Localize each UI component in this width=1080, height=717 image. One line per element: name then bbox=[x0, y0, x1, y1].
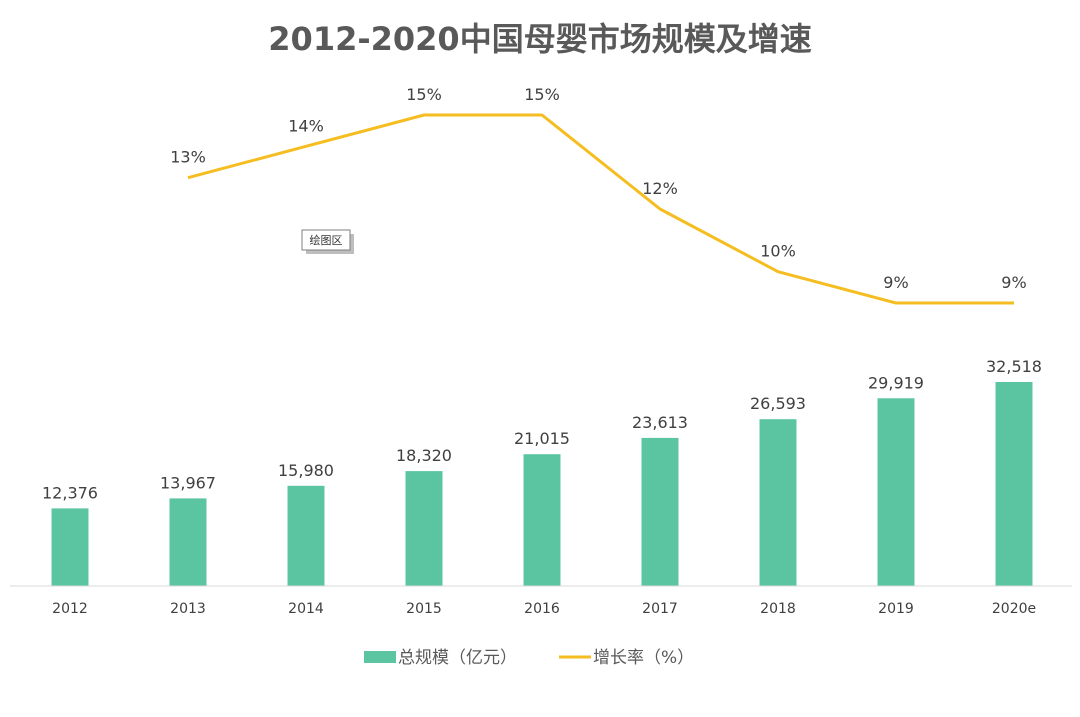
growth-rate-series bbox=[187, 113, 1014, 305]
line-data-labels: 13% 14% 15% 15% 12% 10% 9% 9% bbox=[170, 85, 1026, 292]
bar-2013 bbox=[169, 498, 207, 586]
bar-2020e bbox=[995, 382, 1033, 586]
bar-2018 bbox=[759, 419, 797, 586]
plot-area-tag-text: 绘图区 bbox=[310, 233, 343, 247]
bar-label-2012: 12,376 bbox=[42, 483, 98, 502]
bar-2019 bbox=[877, 398, 915, 586]
growth-label-2014: 14% bbox=[288, 116, 324, 135]
bar-label-2015: 18,320 bbox=[396, 446, 452, 465]
bar-2015 bbox=[405, 471, 443, 586]
plot-area-tag: 绘图区 bbox=[301, 229, 354, 254]
x-tick-2013: 2013 bbox=[170, 601, 206, 617]
x-tick-2015: 2015 bbox=[406, 601, 442, 617]
chart-title: 2012-2020中国母婴市场规模及增速 bbox=[268, 20, 811, 58]
growth-label-2018: 10% bbox=[760, 242, 796, 261]
x-tick-2019: 2019 bbox=[878, 601, 914, 617]
bar-label-2014: 15,980 bbox=[278, 461, 334, 480]
legend-line-label: 增长率（%） bbox=[593, 648, 694, 668]
growth-rate-line bbox=[187, 113, 1014, 305]
bar-2012 bbox=[51, 508, 89, 586]
growth-label-2019: 9% bbox=[883, 273, 908, 292]
growth-label-2013: 13% bbox=[170, 148, 206, 167]
growth-label-2017: 12% bbox=[642, 179, 678, 198]
bar-label-2020e: 32,518 bbox=[986, 357, 1042, 376]
bar-label-2019: 29,919 bbox=[868, 373, 924, 392]
bar-label-2013: 13,967 bbox=[160, 473, 216, 492]
x-tick-2020e: 2020e bbox=[992, 601, 1036, 617]
bar-2014 bbox=[287, 485, 325, 586]
x-tick-2014: 2014 bbox=[288, 601, 324, 617]
bar-label-2017: 23,613 bbox=[632, 413, 688, 432]
x-axis-tick-labels: 2012 2013 2014 2015 2016 2017 2018 2019 2020e bbox=[52, 601, 1036, 617]
growth-label-2020e: 9% bbox=[1001, 273, 1026, 292]
growth-label-2016: 15% bbox=[524, 85, 560, 104]
bar-2017 bbox=[641, 437, 679, 586]
legend: 总规模（亿元） 增长率（%） bbox=[364, 648, 694, 668]
bar-series bbox=[51, 382, 1033, 586]
x-tick-2017: 2017 bbox=[642, 601, 678, 617]
bar-2016 bbox=[523, 454, 561, 586]
bar-label-2018: 26,593 bbox=[750, 394, 806, 413]
x-tick-2012: 2012 bbox=[52, 601, 88, 617]
legend-bar-label: 总规模（亿元） bbox=[398, 648, 517, 668]
bar-label-2016: 21,015 bbox=[514, 429, 570, 448]
legend-bar-swatch bbox=[364, 651, 396, 663]
x-tick-2018: 2018 bbox=[760, 601, 796, 617]
growth-label-2015: 15% bbox=[406, 85, 442, 104]
x-tick-2016: 2016 bbox=[524, 601, 560, 617]
bar-data-labels: 12,376 13,967 15,980 18,320 21,015 23,613 26,5… bbox=[42, 357, 1042, 502]
